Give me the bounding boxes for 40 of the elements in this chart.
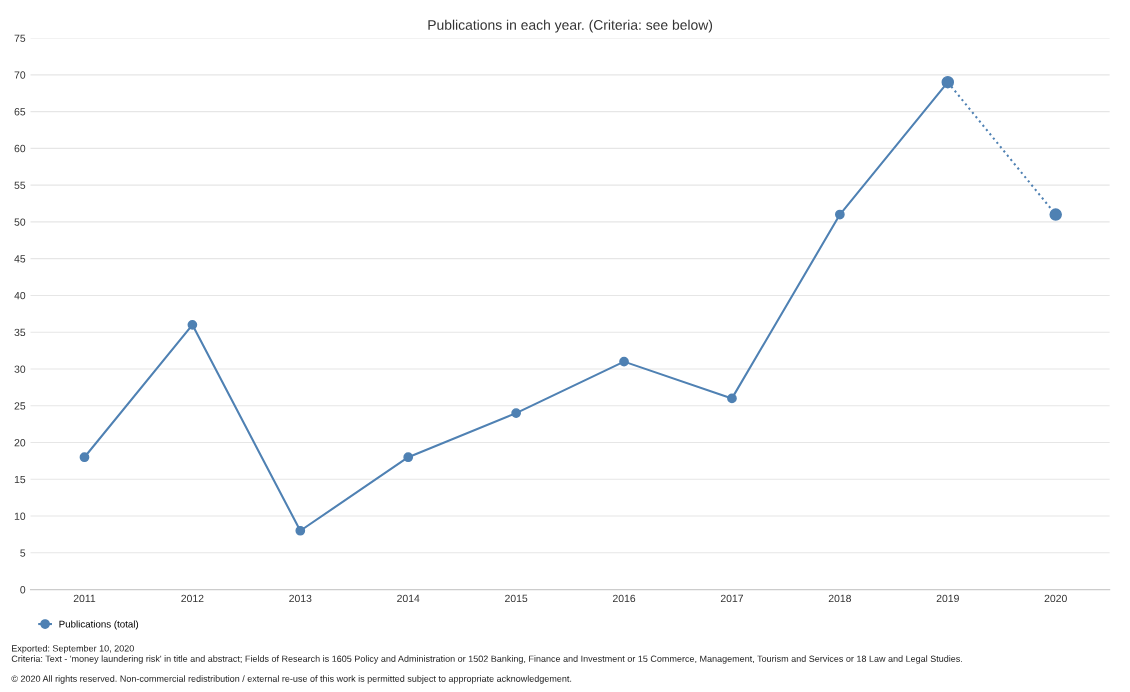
text: Exported: September 10, 2020 (12, 644, 134, 654)
y-tick-label: 50 (14, 218, 26, 226)
y-tick-label: 35 (14, 328, 26, 337)
y-tick-label: 65 (14, 108, 26, 116)
y-tick-label: 60 (14, 144, 26, 153)
x-tick-label: 2012 (181, 594, 204, 603)
chart-title: Publications in each year. (Criteria: see below) (428, 19, 713, 33)
y-tick-label: 55 (14, 181, 26, 190)
y-tick-label: 45 (14, 255, 26, 263)
y-tick-label: 25 (14, 402, 26, 410)
point (79, 452, 90, 463)
y-tick-label: 75 (14, 34, 26, 42)
text: Criteria: Text - 'money laundering risk' in title and abstract; Fields of Research is 1605 Policy and Administration or 1502 Banking, Finance and Investment or 15 Commerce, Management, Tourism and Services or 18 Law and Legal Studies. (11, 655, 962, 664)
text: © 2020 All rights reserved. Non-commercial redistribution / external re-use of this work is permitted subject to appropriate acknowledgement. (11, 675, 572, 684)
point (187, 319, 198, 330)
x-tick-label: 2013 (289, 594, 312, 603)
y-tick-label: 20 (14, 439, 26, 447)
y-tick-label: 0 (20, 586, 26, 594)
x-tick-label: 2019 (936, 594, 959, 603)
y-tick-label: 30 (14, 365, 26, 373)
x-tick-label: 2017 (720, 594, 744, 603)
x-tick-label: 2020 (1044, 594, 1067, 603)
point (511, 408, 521, 418)
y-tick-label: 40 (14, 291, 26, 300)
point (835, 209, 845, 220)
x-tick-label: 2015 (505, 594, 528, 603)
point (727, 393, 737, 404)
x-tick-label: 2011 (73, 594, 96, 603)
x-tick-label: 2014 (397, 594, 420, 603)
y-tick-label: 5 (20, 549, 26, 557)
point (619, 356, 629, 367)
point (1049, 208, 1062, 221)
x-tick-label: 2018 (828, 594, 852, 603)
legend-label: Publications (total) (59, 620, 139, 630)
y-tick-label: 70 (14, 71, 26, 79)
point (403, 452, 414, 463)
y-tick-label: 10 (14, 512, 26, 520)
point (295, 525, 306, 536)
x-tick-label: 2016 (612, 594, 636, 603)
y-tick-label: 15 (14, 475, 26, 484)
